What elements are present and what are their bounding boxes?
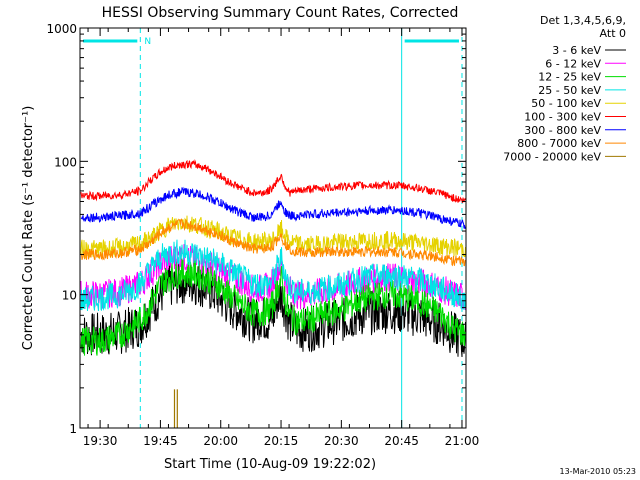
legend-entry-label: 12 - 25 keV <box>538 71 601 84</box>
series-line-4 <box>80 215 466 260</box>
chart-title: HESSI Observing Summary Count Rates, Cor… <box>102 5 459 21</box>
y-axis: 1 10 100 1000 <box>46 22 466 436</box>
x-tick-label: 20:45 <box>384 434 419 448</box>
legend-entry-label: 100 - 300 keV <box>524 111 601 124</box>
series-line-2 <box>80 258 466 356</box>
timestamp: 13-Mar-2010 05:23 <box>560 467 637 476</box>
y-axis-label: Corrected Count Rate (s⁻¹ detector⁻¹) <box>21 106 36 351</box>
x-tick-label: 19:45 <box>143 434 178 448</box>
x-axis: 19:30 19:45 20:00 20:15 20:30 20:45 21:00 <box>83 28 479 448</box>
legend-entry-label: 50 - 100 keV <box>531 97 601 110</box>
x-axis-label: Start Time (10-Aug-09 19:22:02) <box>164 457 376 472</box>
x-tick-label: 20:00 <box>203 434 238 448</box>
series-line-6 <box>80 186 466 229</box>
y-tick-label: 1 <box>69 422 77 436</box>
legend-entry-label: 7000 - 20000 keV <box>503 150 601 163</box>
y-tick-label: 100 <box>54 155 77 169</box>
legend-entry-label: 800 - 7000 keV <box>517 137 601 150</box>
x-tick-label: 19:30 <box>83 434 118 448</box>
plot-frame <box>79 27 467 429</box>
series-line-3 <box>80 239 466 312</box>
legend-entry-label: 3 - 6 keV <box>552 44 601 57</box>
x-tick-label: 21:00 <box>445 434 480 448</box>
night-marker: N <box>144 37 151 47</box>
legend-entry-label: 300 - 800 keV <box>524 124 601 137</box>
series-line-5 <box>80 158 466 204</box>
series-line-7 <box>80 218 466 267</box>
x-tick-label: 20:15 <box>264 434 299 448</box>
legend-entry-label: 6 - 12 keV <box>545 57 601 70</box>
y-tick-label: 1000 <box>46 22 77 36</box>
legend-entry-label: 25 - 50 keV <box>538 84 601 97</box>
x-tick-label: 20:30 <box>324 434 359 448</box>
series-line-0 <box>80 260 466 358</box>
plot-area: N <box>79 28 466 428</box>
y-tick-label: 10 <box>62 289 77 303</box>
legend-header-line-1: Det 1,3,4,5,6,9, <box>540 14 626 27</box>
legend-header-line-2: Att 0 <box>600 27 626 40</box>
